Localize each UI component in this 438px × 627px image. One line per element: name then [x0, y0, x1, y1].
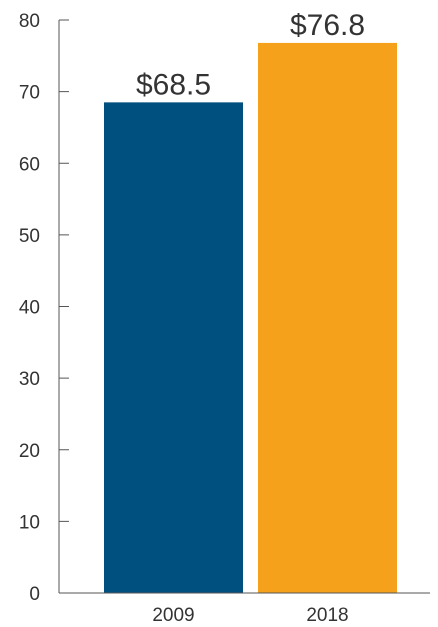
y-axis: 0 10 20 30 40 50 60 70 80 [19, 11, 69, 605]
x-tick-label: 2009 [152, 605, 194, 626]
data-label-2009: $68.5 [136, 68, 211, 101]
bars-group [104, 42, 397, 594]
x-axis: 2009 2018 [59, 592, 430, 626]
y-tick-label: 0 [29, 584, 40, 605]
y-tick-label: 20 [19, 441, 40, 462]
y-tick-label: 30 [19, 369, 40, 390]
bar-2018 [258, 42, 397, 594]
y-tick-label: 70 [19, 83, 40, 104]
y-tick-label: 80 [19, 11, 40, 32]
y-tick-label: 10 [19, 512, 40, 533]
data-label-2018: $76.8 [290, 9, 365, 42]
data-labels-group: $68.5 $76.8 [136, 9, 365, 101]
y-tick-label: 50 [19, 226, 40, 247]
x-tick-label: 2018 [306, 605, 348, 626]
y-tick-label: 60 [19, 154, 40, 175]
bar-2009 [104, 102, 243, 594]
y-tick-label: 40 [19, 298, 40, 319]
